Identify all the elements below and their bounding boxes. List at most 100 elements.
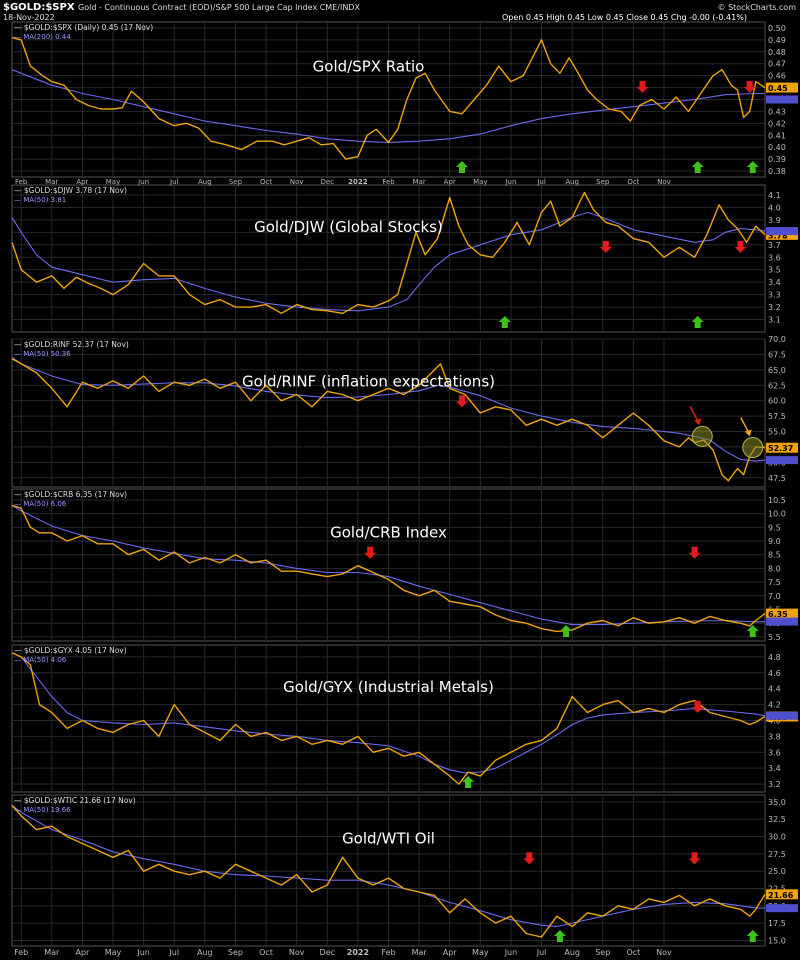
up-arrow-icon — [462, 776, 475, 788]
x-tick-label: May — [473, 178, 487, 186]
down-arrow-icon — [364, 546, 377, 559]
y-tick-label: 3.5 — [768, 266, 781, 275]
panel-4: 5.56.06.57.07.58.08.59.09.510.010.5— $GO… — [11, 488, 798, 642]
last-ma-box — [766, 617, 798, 626]
legend-ma: — MA(50) 19.66 — [14, 806, 71, 814]
down-arrow-icon — [691, 700, 704, 713]
y-tick-label: 9.0 — [768, 537, 781, 546]
y-tick-label: 7.0 — [768, 592, 781, 601]
x-tick-label: Aug — [565, 178, 579, 186]
y-tick-label: 67.5 — [768, 350, 786, 359]
y-tick-label: 55.0 — [768, 428, 786, 437]
x-tick-label: Apr — [444, 178, 456, 186]
y-tick-label: 3.3 — [768, 291, 781, 300]
x-tick-label: 2022 — [347, 948, 369, 957]
y-tick-label: 65.0 — [768, 366, 786, 375]
x-tick-label: Apr — [443, 948, 458, 957]
pointer-arrow-head — [744, 429, 752, 437]
x-tick-label: Feb — [381, 948, 395, 957]
stockcharts-watermark: © StockCharts.com — [717, 3, 796, 12]
y-tick-label: 9.5 — [768, 523, 781, 532]
legend-main: — $GOLD:$CRB 6.35 (17 Nov) — [14, 490, 127, 499]
price-line — [11, 36, 766, 160]
last-price-box — [766, 608, 798, 619]
y-tick-label: 4.2 — [768, 701, 781, 710]
x-tick-label: Feb — [15, 178, 28, 186]
y-tick-label: 32.5 — [768, 815, 786, 824]
quote-summary: Open 0.45 High 0.45 Low 0.45 Close 0.45 … — [502, 13, 747, 22]
last-price-label: 6.35 — [768, 610, 788, 619]
y-tick-label: 3.6 — [768, 748, 781, 757]
legend-ma: — MA(50) 3.81 — [14, 196, 66, 204]
y-tick-label: 0.48 — [768, 48, 786, 57]
price-line — [11, 358, 766, 482]
up-arrow-icon — [455, 161, 468, 173]
last-price-label: 52.37 — [768, 444, 793, 453]
panel-6: 15.017.520.022.525.027.530.032.535.0— $G… — [11, 794, 798, 947]
y-tick-label: 4.1 — [768, 191, 781, 200]
x-tick-label: Mar — [45, 178, 58, 186]
down-arrow-icon — [636, 80, 649, 93]
x-tick-label: Mar — [413, 178, 426, 186]
panel-5: 3.23.43.63.84.04.24.44.64.8— $GOLD:$GYX … — [11, 644, 798, 793]
y-tick-label: 3.2 — [768, 303, 781, 312]
y-tick-label: 0.43 — [768, 107, 786, 116]
last-ma-box — [766, 711, 798, 720]
y-tick-label: 0.46 — [768, 72, 786, 81]
legend-ma: — MA(50) 6.06 — [14, 500, 67, 508]
down-arrow-icon — [743, 80, 756, 93]
up-arrow-icon — [746, 930, 759, 942]
y-tick-label: 47.5 — [768, 474, 786, 483]
x-tick-label: Jun — [504, 948, 518, 957]
last-ma-box — [766, 456, 798, 465]
x-tick-label: Jul — [536, 178, 546, 186]
y-tick-label: 4.0 — [768, 203, 781, 212]
last-price-box — [766, 889, 798, 900]
pointer-arrow-head — [694, 418, 702, 426]
up-arrow-icon — [746, 625, 759, 637]
x-tick-label: Oct — [626, 948, 640, 957]
highlight-circle — [691, 425, 713, 447]
last-price-box — [766, 82, 798, 93]
x-tick-label: Feb — [382, 178, 395, 186]
x-tick-label: Mar — [412, 948, 428, 957]
y-tick-label: 35.0 — [768, 798, 786, 807]
last-ma-box — [766, 904, 798, 913]
x-tick-label: Sep — [595, 948, 610, 957]
y-tick-label: 10.0 — [768, 510, 786, 519]
panel-1: 0.380.390.400.410.420.430.440.450.460.47… — [11, 21, 798, 178]
panel-3: 47.550.052.555.057.560.062.565.067.570.0… — [11, 335, 798, 488]
y-tick-label: 4.4 — [768, 685, 781, 694]
last-ma-box — [766, 95, 798, 104]
y-tick-label: 5.5 — [768, 633, 781, 642]
x-tick-label: Feb — [14, 948, 28, 957]
y-tick-label: 27.5 — [768, 850, 786, 859]
y-tick-label: 3.1 — [768, 316, 781, 325]
y-tick-label: 0.50 — [768, 24, 786, 33]
y-tick-label: 0.38 — [768, 167, 786, 176]
x-tick-label: Oct — [259, 948, 273, 957]
down-arrow-icon — [455, 395, 468, 408]
x-tick-label: May — [105, 948, 122, 957]
y-tick-label: 15.0 — [768, 936, 786, 945]
y-tick-label: 57.5 — [768, 412, 786, 421]
y-tick-label: 70.0 — [768, 335, 786, 344]
x-tick-label: Sep — [229, 178, 243, 186]
last-price-label: 21.66 — [768, 891, 794, 900]
price-line — [11, 652, 766, 785]
x-tick-label: May — [472, 948, 489, 957]
x-tick-label: Jul — [169, 178, 179, 186]
y-tick-label: 3.6 — [768, 253, 781, 262]
legend-ma: — MA(50) 50.36 — [14, 350, 71, 358]
last-price-label: 0.45 — [768, 84, 788, 93]
price-line — [11, 191, 766, 314]
y-tick-label: 3.4 — [768, 764, 781, 773]
y-tick-label: 7.5 — [768, 578, 781, 587]
last-price-box — [766, 442, 798, 453]
y-tick-label: 8.5 — [768, 551, 781, 560]
x-tick-label: Jul — [168, 948, 179, 957]
x-tick-label: Oct — [627, 178, 639, 186]
x-tick-label: Apr — [75, 948, 90, 957]
panel-title: Gold/CRB Index — [330, 524, 447, 542]
